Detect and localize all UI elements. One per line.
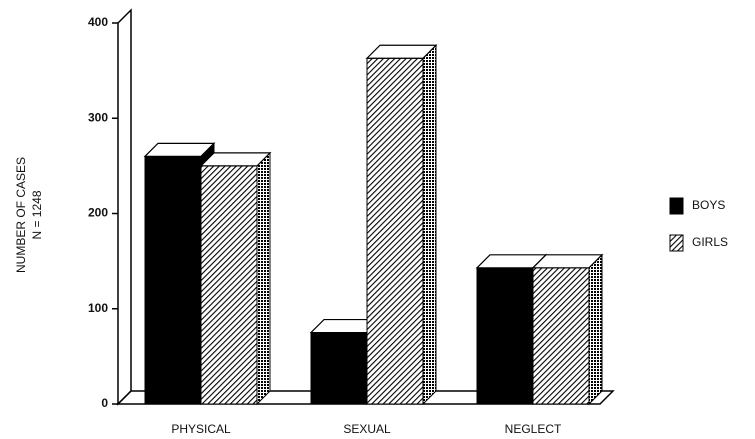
y-axis-label-line: NUMBER OF CASES	[14, 157, 28, 273]
legend-swatch	[669, 234, 684, 252]
y-tick-label: 300	[88, 110, 108, 124]
y-tick-label: 100	[88, 301, 108, 315]
bar-side	[588, 253, 603, 406]
y-axis-label-line: N = 1248	[30, 190, 44, 239]
x-tick-label: SEXUAL	[343, 422, 391, 436]
bar-front	[366, 57, 424, 405]
y-tick-label: 200	[88, 206, 108, 220]
legend-label: BOYS	[692, 198, 725, 212]
bar-front	[144, 155, 202, 405]
bar	[199, 151, 272, 406]
y-axis-label: NUMBER OF CASES N = 1248	[14, 157, 44, 273]
bar	[531, 253, 604, 406]
legend-swatch	[669, 197, 684, 215]
bar-front	[310, 332, 368, 405]
bar-top	[143, 142, 216, 157]
bar-front	[532, 267, 590, 405]
bar-front	[200, 165, 258, 405]
floor	[116, 390, 615, 405]
bar-side	[422, 44, 437, 406]
y-tick-label: 0	[101, 396, 108, 410]
bar-top	[531, 254, 604, 269]
y-tick-label: 400	[88, 15, 108, 29]
x-tick-label: NEGLECT	[505, 422, 562, 436]
bar	[365, 44, 438, 406]
legend-label: GIRLS	[692, 235, 728, 249]
bar-front	[476, 267, 534, 405]
bar-top	[365, 44, 438, 59]
bar-side	[256, 151, 271, 406]
x-tick-label: PHYSICAL	[171, 422, 231, 436]
left-wall	[117, 8, 132, 406]
bar-top	[199, 152, 272, 167]
